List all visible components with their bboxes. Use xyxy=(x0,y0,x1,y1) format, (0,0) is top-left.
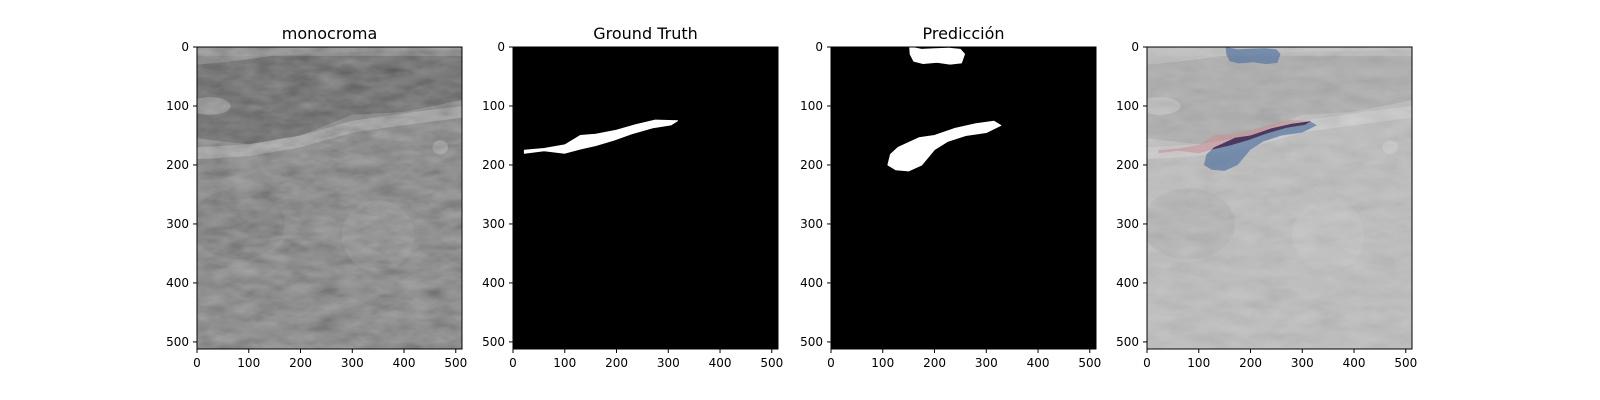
y-tick-label: 100 xyxy=(482,99,505,113)
x-tick-label: 300 xyxy=(657,356,680,370)
y-tick-label: 500 xyxy=(166,335,189,349)
y-tick-label: 400 xyxy=(800,276,823,290)
ground-truth-image xyxy=(513,47,778,349)
x-tick-label: 400 xyxy=(1343,356,1366,370)
x-tick-label: 200 xyxy=(289,356,312,370)
x-tick-label: 500 xyxy=(1394,356,1417,370)
x-tick-label: 200 xyxy=(605,356,628,370)
y-tick-label: 300 xyxy=(166,217,189,231)
ground-truth-title: Ground Truth xyxy=(593,24,698,43)
x-tick-label: 0 xyxy=(827,356,835,370)
panel-overlay: 0 100 200 300 400 500 0 100 200 300 400 500 xyxy=(1116,40,1417,370)
monochrome-title: monocroma xyxy=(282,24,378,43)
prediction-title: Predicción xyxy=(922,24,1004,43)
x-tick-label: 100 xyxy=(871,356,894,370)
y-tick-label: 100 xyxy=(800,99,823,113)
pred-lesion-main xyxy=(887,120,1002,172)
x-tick-label: 0 xyxy=(1143,356,1151,370)
y-tick-label: 0 xyxy=(181,40,189,54)
x-tick-label: 0 xyxy=(509,356,517,370)
overlay-pred-lesion-main xyxy=(1203,121,1317,171)
y-tick-label: 400 xyxy=(1116,276,1139,290)
y-tick-label: 300 xyxy=(1116,217,1139,231)
prediction-axes-frame xyxy=(830,46,1097,350)
overlay-axes-frame xyxy=(1146,46,1413,350)
y-tick-label: 400 xyxy=(482,276,505,290)
overlay-content xyxy=(1147,47,1412,349)
monochrome-content xyxy=(197,47,462,349)
y-tick-label: 500 xyxy=(1116,335,1139,349)
monochrome-axes-frame xyxy=(196,46,463,350)
gt-lesion xyxy=(523,119,679,154)
y-tick-label: 100 xyxy=(1116,99,1139,113)
x-tick-label: 500 xyxy=(1078,356,1101,370)
y-tick-label: 300 xyxy=(800,217,823,231)
panel-prediction: Predicción 0 100 200 300 400 500 0 100 200 300 400 5… xyxy=(800,24,1101,370)
x-tick-label: 0 xyxy=(193,356,201,370)
x-tick-label: 100 xyxy=(553,356,576,370)
x-tick-label: 400 xyxy=(1027,356,1050,370)
y-tick-label: 300 xyxy=(482,217,505,231)
overlay-pred-lesion-top xyxy=(1225,47,1281,65)
y-tick-label: 500 xyxy=(482,335,505,349)
x-tick-label: 400 xyxy=(393,356,416,370)
y-tick-label: 200 xyxy=(1116,158,1139,172)
texture-speckle xyxy=(1147,47,1412,349)
pred-lesion-top xyxy=(909,47,965,65)
panels-root: monocroma 0 100 200 300 400 500 0 100 200 300 400 50… xyxy=(166,24,1417,370)
x-tick-label: 300 xyxy=(975,356,998,370)
y-tick-label: 0 xyxy=(1131,40,1139,54)
x-tick-label: 100 xyxy=(1187,356,1210,370)
y-tick-label: 200 xyxy=(482,158,505,172)
x-tick-label: 300 xyxy=(341,356,364,370)
x-tick-label: 500 xyxy=(760,356,783,370)
y-tick-label: 500 xyxy=(800,335,823,349)
x-tick-label: 300 xyxy=(1291,356,1314,370)
x-tick-label: 200 xyxy=(923,356,946,370)
y-tick-label: 200 xyxy=(800,158,823,172)
prediction-image xyxy=(831,47,1096,349)
y-tick-label: 100 xyxy=(166,99,189,113)
y-tick-label: 200 xyxy=(166,158,189,172)
y-tick-label: 0 xyxy=(815,40,823,54)
x-tick-label: 200 xyxy=(1239,356,1262,370)
y-tick-label: 0 xyxy=(497,40,505,54)
y-tick-label: 400 xyxy=(166,276,189,290)
prediction-content xyxy=(887,47,1002,172)
ground-truth-axes-frame xyxy=(512,46,779,350)
texture-speckle xyxy=(197,47,462,349)
x-tick-label: 400 xyxy=(709,356,732,370)
panel-monochrome: monocroma 0 100 200 300 400 500 0 100 200 300 400 50… xyxy=(166,24,467,370)
x-tick-label: 100 xyxy=(237,356,260,370)
x-tick-label: 500 xyxy=(444,356,467,370)
ground-truth-content xyxy=(523,119,679,154)
panel-ground-truth: Ground Truth 0 100 200 300 400 500 0 100 200 300 40… xyxy=(482,24,783,370)
